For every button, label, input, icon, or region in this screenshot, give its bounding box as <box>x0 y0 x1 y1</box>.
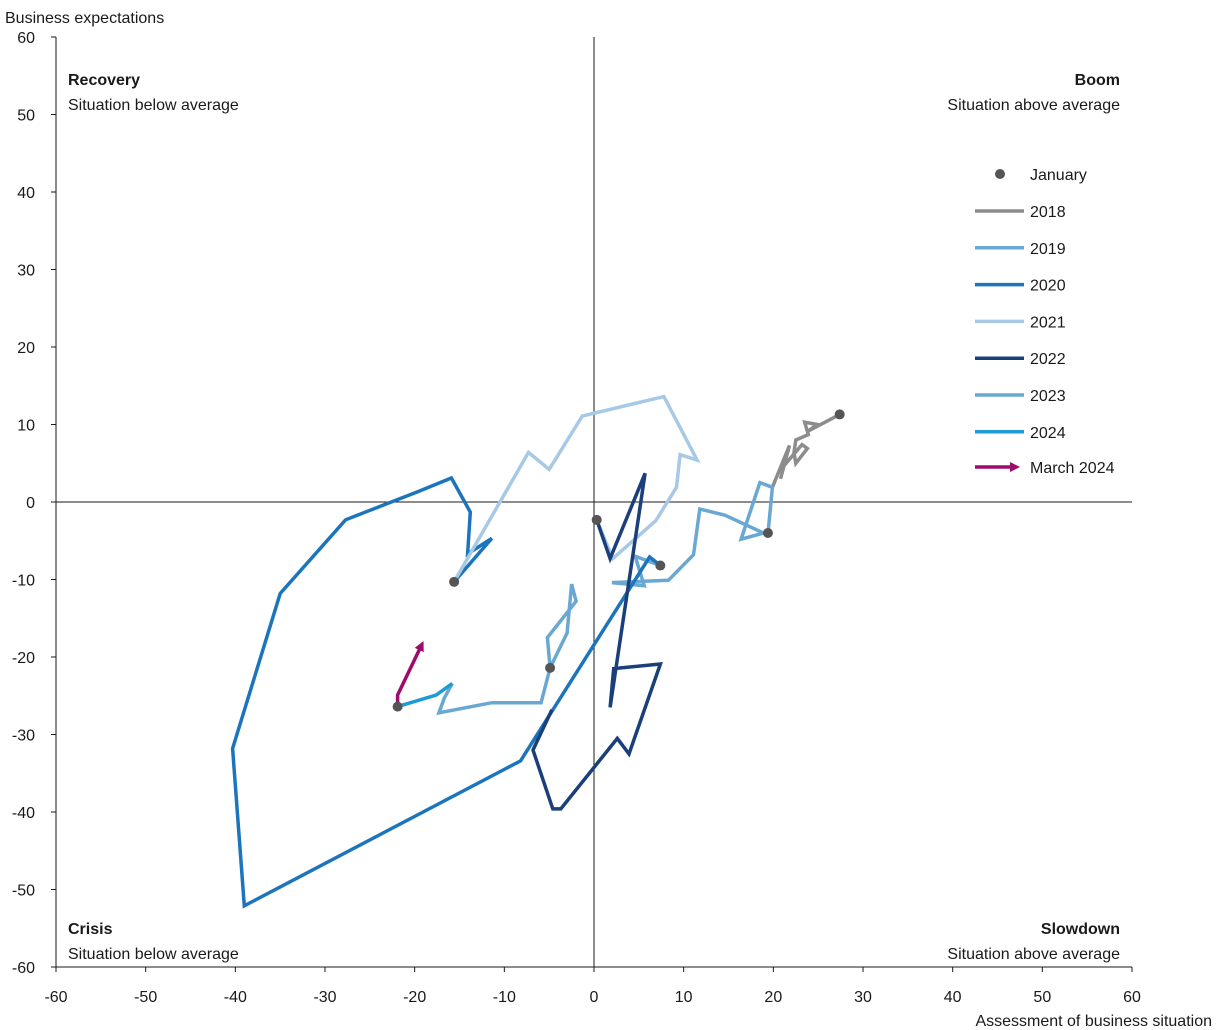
y-tick-label: -40 <box>12 805 35 822</box>
x-tick-label: 10 <box>675 989 693 1006</box>
x-tick-label: 0 <box>590 989 599 1006</box>
legend: January 2018 2019 2020 2021 2022 2023 2024 March… <box>975 167 1115 477</box>
x-tick-label: -30 <box>313 989 336 1006</box>
y-tick-label: 60 <box>17 30 35 47</box>
y-tick-label: 40 <box>17 185 35 202</box>
series-line-march-2024 <box>395 640 424 707</box>
x-tick-label: 40 <box>944 989 962 1006</box>
legend-label-2023: 2023 <box>1030 388 1066 405</box>
quadrant-bottom-right-title: Slowdown <box>1041 921 1120 938</box>
january-point <box>762 528 773 538</box>
legend-label-2021: 2021 <box>1030 314 1066 331</box>
january-point <box>591 514 602 525</box>
legend-label-2022: 2022 <box>1030 351 1066 368</box>
x-tick-label: 60 <box>1123 989 1141 1006</box>
january-point <box>545 662 556 673</box>
quadrant-top-left-title: Recovery <box>68 72 140 89</box>
x-tick-label: -50 <box>134 989 157 1006</box>
quadrant-top-right-subtitle: Situation above average <box>947 97 1120 114</box>
y-tick-label: -60 <box>12 960 35 977</box>
quadrant-top-left-subtitle: Situation below average <box>68 97 239 114</box>
series-line-2018 <box>770 412 841 488</box>
quadrant-bottom-right-subtitle: Situation above average <box>947 946 1120 963</box>
y-axis-title: Business expectations <box>5 10 164 27</box>
series-line-2021 <box>452 394 701 583</box>
y-tick-label: 20 <box>17 340 35 357</box>
legend-label-2020: 2020 <box>1030 278 1066 295</box>
x-tick-label: -60 <box>44 989 67 1006</box>
y-tick-label: -20 <box>12 650 35 667</box>
y-tick-label: 50 <box>17 108 35 125</box>
x-axis-title: Assessment of business situation <box>975 1013 1212 1030</box>
series-line-2020 <box>230 475 662 909</box>
x-tick-label: 50 <box>1033 989 1051 1006</box>
legend-label-2019: 2019 <box>1030 241 1066 258</box>
x-tick-label: -40 <box>224 989 247 1006</box>
y-tick-label: -50 <box>12 883 35 900</box>
x-tick-label: 20 <box>764 989 782 1006</box>
quadrant-bottom-left-subtitle: Situation below average <box>68 946 239 963</box>
january-point <box>655 560 666 571</box>
y-tick-label: 30 <box>17 263 35 280</box>
quadrant-bottom-left-title: Crisis <box>68 921 113 938</box>
series-line-2022 <box>531 472 663 811</box>
y-tick-label: -10 <box>12 573 35 590</box>
y-tick-label: 0 <box>26 495 35 512</box>
series-line-2023 <box>436 583 579 716</box>
january-markers <box>392 409 845 712</box>
axes: -60 -50 -40 -30 -20 -10 0 10 20 30 40 50 60 -60 -50 -40… <box>12 30 1141 1006</box>
quadrant-top-right-title: Boom <box>1075 72 1120 89</box>
x-tick-label: 30 <box>854 989 872 1006</box>
january-point <box>449 576 460 587</box>
january-point <box>834 409 845 420</box>
legend-label-2018: 2018 <box>1030 204 1066 221</box>
y-tick-label: -30 <box>12 728 35 745</box>
january-point <box>392 701 403 712</box>
legend-label-2024: 2024 <box>1030 425 1066 442</box>
series-line-2019 <box>611 480 775 588</box>
y-tick-label: 10 <box>17 418 35 435</box>
legend-label-january: January <box>1030 167 1087 184</box>
x-tick-label: -10 <box>493 989 516 1006</box>
x-tick-label: -20 <box>403 989 426 1006</box>
series-line-2024 <box>397 681 454 709</box>
legend-marker-january <box>995 169 1005 179</box>
legend-label-march-2024: March 2024 <box>1030 460 1115 477</box>
series-lines <box>230 394 841 909</box>
